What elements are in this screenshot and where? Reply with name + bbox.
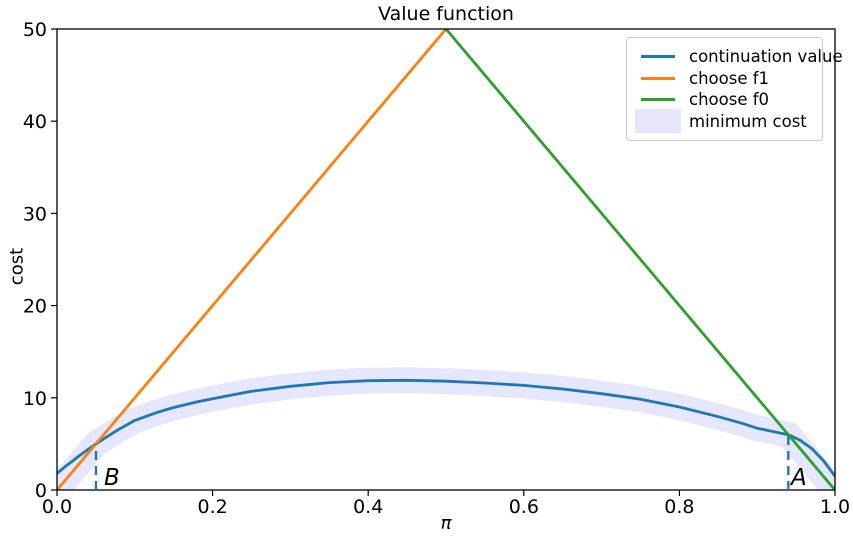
legend-item-minimum-cost: minimum cost (635, 109, 814, 134)
x-tick-label: 1.0 (820, 496, 850, 518)
legend-label: choose f1 (689, 68, 770, 88)
legend-swatch-color (641, 76, 675, 80)
legend-swatch-color (641, 55, 675, 58)
y-tick-label: 50 (23, 19, 47, 41)
y-tick-label: 0 (35, 480, 47, 502)
x-tick-label: 0.2 (197, 496, 227, 518)
y-tick-label: 30 (23, 203, 47, 225)
legend-patch-swatch (635, 109, 681, 134)
chart-title: Value function (378, 3, 514, 25)
legend-line-swatch (635, 98, 681, 102)
legend-line-swatch (635, 55, 681, 58)
x-tick-label: 0.4 (353, 496, 383, 518)
x-tick-label: 0.6 (509, 496, 539, 518)
legend-swatch-color (641, 98, 675, 102)
legend-label: continuation value (689, 47, 843, 66)
series-minimum-cost-band (57, 367, 835, 490)
annotation-label-A: A (789, 465, 807, 491)
legend-swatch-color (635, 109, 681, 134)
x-axis-label: π (440, 513, 452, 534)
legend-item-choose-f0: choose f0 (635, 89, 814, 110)
legend-label: choose f0 (689, 90, 770, 110)
x-tick-label: 0.8 (664, 496, 694, 518)
series-choose-f0-line (444, 29, 835, 490)
legend: continuation value choose f1 choose f0 mini… (626, 37, 843, 141)
annotation-label-B: B (104, 465, 120, 491)
legend-item-choose-f1: choose f1 (635, 68, 814, 89)
y-tick-label: 10 (23, 388, 47, 410)
legend-label: minimum cost (689, 111, 807, 131)
y-tick-label: 20 (23, 296, 47, 318)
x-tick-label: 0.0 (42, 496, 72, 518)
axes-spines (56, 28, 836, 491)
y-tick-label: 40 (23, 111, 47, 133)
legend-item-continuation-value: continuation value (635, 46, 843, 67)
legend-line-swatch (635, 76, 681, 80)
series-choose-f1-line (57, 29, 448, 490)
